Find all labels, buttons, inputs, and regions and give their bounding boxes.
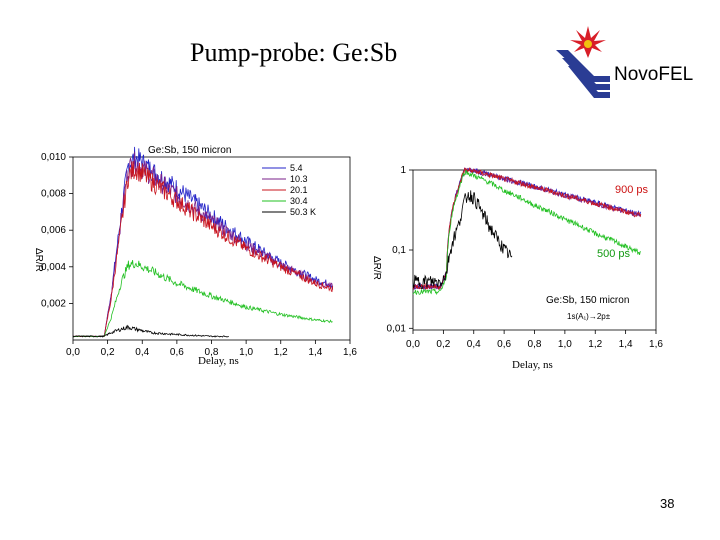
x-tick-label: 0,8 (528, 339, 542, 350)
x-tick-label: 0,2 (436, 339, 450, 350)
novofel-logo-graphic (556, 26, 610, 98)
logo-text: NovoFEL (614, 64, 694, 85)
annotation-500ps: 500 ps (597, 248, 631, 260)
x-tick-label: 1,4 (619, 339, 633, 350)
x-tick-label: 1,2 (274, 347, 288, 358)
y-tick-label: 0,004 (41, 262, 66, 273)
x-tick-label: 1,6 (343, 347, 357, 358)
y-tick-label: 0,1 (392, 245, 406, 256)
y-tick-label: 0,01 (387, 323, 407, 334)
x-tick-label: 1,2 (588, 339, 602, 350)
x-tick-label: 0,4 (135, 347, 149, 358)
legend-label-20.1: 20.1 (290, 185, 308, 195)
novofel-logo (548, 24, 698, 104)
series-line-50.3 (72, 324, 229, 338)
x-tick-label: 1,0 (558, 339, 572, 350)
right-chart-title: Ge:Sb, 150 micron (546, 295, 629, 306)
legend-label-30.4: 30.4 (290, 196, 308, 206)
chart-right-log: Ge:Sb, 150 micron 1s(A₁)→2p± Delay, ns Δ… (371, 165, 663, 371)
series-line-30.4 (412, 169, 641, 296)
legend-label-50.3: 50.3 K (290, 207, 316, 217)
logo-stripes-icon (556, 50, 610, 98)
left-chart-title: Ge:Sb, 150 micron (148, 145, 231, 156)
y-tick-label: 0,006 (41, 225, 66, 236)
slide-title: Pump-probe: Ge:Sb (190, 38, 398, 67)
legend-label-10.3: 10.3 (290, 174, 308, 184)
right-x-axis-label: Delay, ns (512, 359, 553, 371)
page-number: 38 (660, 496, 675, 511)
x-tick-label: 0,0 (406, 339, 420, 350)
series-line-20.1 (72, 161, 334, 338)
y-tick-label: 0,008 (41, 189, 66, 200)
x-tick-label: 1,0 (239, 347, 253, 358)
series-line-30.4 (72, 260, 333, 338)
x-tick-label: 1,4 (308, 347, 322, 358)
y-tick-label: 1 (400, 165, 406, 176)
annotation-900ps: 900 ps (615, 184, 649, 196)
left-plot-frame (72, 156, 351, 341)
chart-left-linear: Ge:Sb, 150 micron Delay, ns ΔR/R 0,0 0,2 0… (33, 145, 357, 367)
logo-starburst-icon (570, 26, 606, 58)
left-y-axis-label: ΔR/R (33, 248, 44, 272)
right-fit-label: 1s(A₁)→2p± (567, 312, 611, 321)
x-tick-label: 0,8 (205, 347, 219, 358)
x-tick-label: 0,4 (467, 339, 481, 350)
x-tick-label: 0,2 (101, 347, 115, 358)
x-tick-label: 0,6 (170, 347, 184, 358)
series-line-50.3 (412, 190, 513, 290)
left-x-axis-label: Delay, ns (198, 355, 239, 367)
right-y-axis-label: ΔR/R (371, 256, 382, 280)
x-tick-label: 1,6 (649, 339, 663, 350)
y-tick-label: 0,002 (41, 298, 66, 309)
legend-label-5.4: 5.4 (290, 163, 303, 173)
y-tick-label: 0,010 (41, 152, 66, 163)
x-tick-label: 0,6 (497, 339, 511, 350)
x-tick-label: 0,0 (66, 347, 80, 358)
